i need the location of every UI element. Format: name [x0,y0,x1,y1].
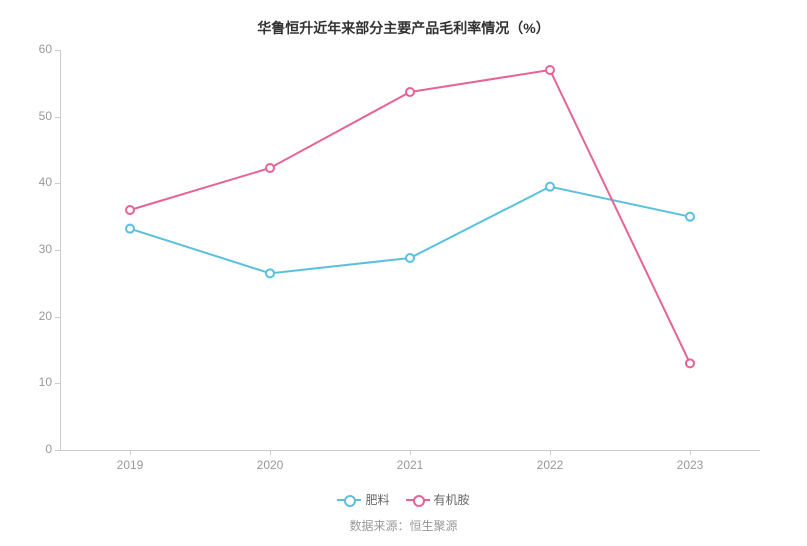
y-tick-label: 30 [12,242,52,256]
legend-label: 肥料 [365,491,389,508]
y-tick-label: 60 [12,42,52,56]
x-tick-mark [550,450,551,455]
legend-item[interactable]: 肥料 [337,491,389,508]
y-tick-mark [55,183,60,184]
series-marker [266,164,274,172]
x-tick-label: 2020 [240,458,300,472]
y-tick-mark [55,117,60,118]
series-marker [266,269,274,277]
series-line [130,187,690,274]
y-tick-mark [55,383,60,384]
series-marker [406,88,414,96]
y-tick-label: 50 [12,109,52,123]
legend-item[interactable]: 有机胺 [406,491,470,508]
x-tick-label: 2023 [660,458,720,472]
y-tick-mark [55,450,60,451]
legend-marker [406,495,430,505]
y-axis-line [60,50,61,450]
x-tick-label: 2022 [520,458,580,472]
y-tick-mark [55,317,60,318]
chart-container: 华鲁恒升近年来部分主要产品毛利率情况（%） 0 10 20 30 40 50 60 2019… [0,0,807,546]
legend-label: 有机胺 [434,491,470,508]
chart-title: 华鲁恒升近年来部分主要产品毛利率情况（%） [0,0,807,38]
series-marker [126,206,134,214]
y-tick-label: 40 [12,175,52,189]
series-marker [126,225,134,233]
x-tick-label: 2019 [100,458,160,472]
y-tick-label: 0 [12,442,52,456]
y-tick-label: 20 [12,309,52,323]
y-tick-label: 10 [12,375,52,389]
x-tick-mark [270,450,271,455]
x-tick-mark [410,450,411,455]
series-marker [546,66,554,74]
series-marker [686,359,694,367]
x-tick-mark [690,450,691,455]
legend: 肥料 有机胺 [0,491,807,508]
y-tick-mark [55,250,60,251]
legend-marker [337,495,361,505]
data-source-label: 数据来源：恒生聚源 [0,517,807,534]
y-tick-mark [55,50,60,51]
series-marker [546,183,554,191]
series-marker [686,213,694,221]
series-line [130,70,690,363]
series-marker [406,254,414,262]
x-tick-label: 2021 [380,458,440,472]
x-tick-mark [130,450,131,455]
